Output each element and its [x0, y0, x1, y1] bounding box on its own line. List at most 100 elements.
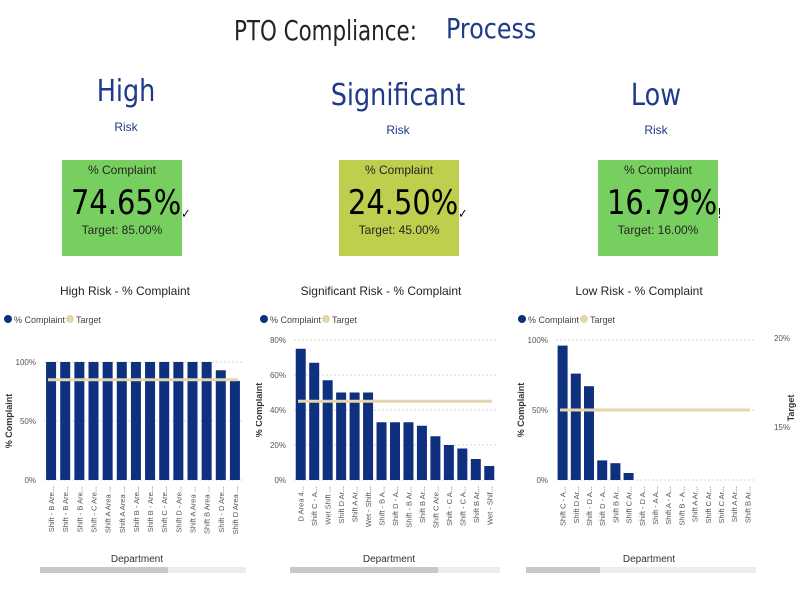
bar	[403, 422, 414, 480]
bar	[557, 345, 568, 480]
x-tick-label: Shift D - Are...	[174, 486, 183, 533]
y-tick-label: 0%	[24, 476, 36, 485]
risk-label-significant: Risk	[386, 123, 410, 137]
y-axis-label: % Complaint	[516, 383, 526, 438]
chart-high-risk: High Risk - % Complaint % Complaint Targe…	[0, 278, 262, 598]
kpi-card-high[interactable]: % Complaint 74.65%✓ Target: 85.00%	[62, 160, 191, 256]
x-tick-label: Shift - D A...	[585, 486, 594, 526]
bar	[610, 463, 621, 480]
bar	[363, 392, 374, 480]
x-tick-label: Shift - A A...	[651, 486, 660, 525]
bar	[349, 392, 360, 480]
x-tick-label: Shift - B Ar...	[404, 486, 413, 528]
kpi-card-significant[interactable]: % Complaint 24.50%✓ Target: 45.00%	[339, 160, 468, 256]
x-tick-label: Shift D Ar...	[572, 486, 581, 524]
bar	[74, 362, 85, 480]
x-tick-label: D Area 4...	[297, 486, 306, 521]
bar	[187, 362, 198, 480]
bar	[173, 362, 184, 480]
x-tick-label: Shift C Ar...	[704, 486, 713, 524]
bar	[484, 466, 495, 480]
x-tick-label: Shift A Area ...	[189, 486, 198, 533]
bar	[145, 362, 156, 480]
kpi-card-value: 74.65%✓	[71, 183, 191, 223]
x-tick-label: Shift - B Are...	[47, 486, 56, 532]
legend-target-marker	[66, 315, 74, 323]
y-tick-label: 50%	[532, 406, 548, 415]
bar	[430, 436, 441, 480]
x-tick-label: Shift B Area ...	[203, 486, 212, 534]
bar	[309, 362, 320, 480]
scrollbar-track	[526, 567, 756, 573]
x-tick-label: Shift D - A...	[598, 486, 607, 526]
legend-target-label: Target	[332, 315, 358, 325]
y-tick-label: 40%	[270, 406, 286, 415]
x-axis-label: Department	[111, 554, 163, 565]
x-tick-label: Shift C Are...	[431, 486, 440, 528]
kpi-card-header: % Complaint	[87, 163, 157, 177]
x-tick-label: Shift C Ar...	[625, 486, 634, 524]
legend-complaint-marker	[260, 315, 268, 323]
bar	[130, 362, 141, 480]
legend-target-marker	[580, 315, 588, 323]
chart-title: Low Risk - % Complaint	[575, 284, 703, 298]
x-tick-label: Shift - C Are...	[90, 486, 99, 533]
x-tick-label: Shift - C A...	[458, 486, 467, 526]
bar	[201, 362, 212, 480]
bar	[390, 422, 400, 480]
x-tick-label: Shift D Area ...	[231, 486, 240, 534]
x-tick-label: Shift - B Are...	[61, 486, 70, 532]
kpi-card-low[interactable]: % Complaint 16.79%! Target: 16.00%	[598, 160, 722, 256]
bar	[159, 362, 170, 480]
legend-target-marker	[322, 315, 330, 323]
x-tick-label: Shift C Ar...	[717, 486, 726, 524]
page-title: PTO Compliance:	[234, 14, 417, 47]
x-tick-label: Shift D - A...	[391, 486, 400, 526]
x-tick-label: Shift A Area ...	[104, 486, 113, 533]
x-tick-label: Shift A - A...	[664, 486, 673, 525]
x-tick-label: Wet - Shif...	[485, 486, 494, 525]
x-tick-label: Shift B Ar...	[418, 486, 427, 523]
risk-label-low: Risk	[644, 123, 668, 137]
x-tick-label: Shift B Ar...	[743, 486, 752, 523]
bar	[584, 386, 594, 480]
chart-svg-low: % Complaint Target 0% 50% 100% % Complaint Shi…	[516, 315, 796, 573]
bar	[46, 362, 57, 480]
x-tick-label: Shift - D A...	[638, 486, 647, 526]
x-tick-label: Shift A Ar...	[351, 486, 360, 522]
legend-complaint-label: % Complaint	[270, 315, 322, 325]
bar	[116, 362, 127, 480]
x-axis-label: Department	[623, 554, 675, 565]
chart-significant-risk: Significant Risk - % Complaint % Complai…	[254, 278, 518, 598]
bar	[570, 373, 581, 480]
y2-tick-label: 20%	[774, 334, 790, 343]
legend-target-label: Target	[590, 315, 616, 325]
bar	[215, 370, 226, 480]
x-tick-label: Shift B Ar...	[611, 486, 620, 523]
scrollbar-thumb[interactable]	[290, 567, 438, 573]
x-tick-label: Shift A Ar...	[691, 486, 700, 522]
kpi-card-header: % Complaint	[623, 163, 693, 177]
legend-complaint-label: % Complaint	[14, 315, 66, 325]
y-tick-label: 0%	[274, 476, 286, 485]
risk-title-low: Low	[630, 78, 682, 113]
kpi-card-target: Target: 45.00%	[358, 223, 440, 237]
scrollbar-thumb[interactable]	[526, 567, 600, 573]
bar	[295, 348, 306, 480]
bar	[88, 362, 99, 480]
x-tick-label: Shift B - A...	[677, 486, 686, 526]
bar	[416, 425, 427, 480]
bar	[457, 448, 468, 480]
bar	[102, 362, 113, 480]
kpi-card-value: 16.79%!	[607, 183, 722, 223]
x-tick-label: Shift B Ar...	[472, 486, 481, 523]
y-tick-label: 20%	[270, 441, 286, 450]
kpi-card-value: 24.50%✓	[348, 183, 468, 223]
legend-complaint-label: % Complaint	[528, 315, 580, 325]
scrollbar-thumb[interactable]	[40, 567, 168, 573]
check-icon: ✓	[458, 207, 468, 222]
x-tick-label: Wet - Shift...	[364, 486, 373, 527]
x-tick-label: Shift B - Are...	[132, 486, 141, 532]
x-tick-label: Shift - C A...	[445, 486, 454, 526]
bar	[60, 362, 71, 480]
